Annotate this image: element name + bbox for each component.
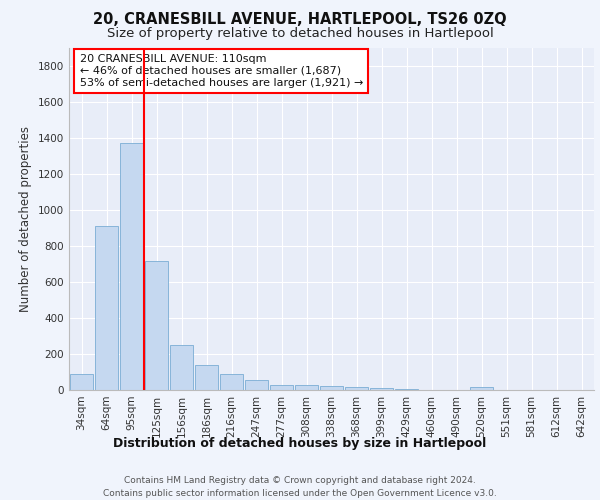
Text: Contains HM Land Registry data © Crown copyright and database right 2024.: Contains HM Land Registry data © Crown c… xyxy=(124,476,476,485)
Bar xyxy=(95,226,118,390)
Bar xyxy=(395,389,418,390)
Bar xyxy=(70,374,93,390)
Bar xyxy=(220,374,243,390)
Bar xyxy=(320,386,343,390)
Y-axis label: Number of detached properties: Number of detached properties xyxy=(19,126,32,312)
Text: Distribution of detached houses by size in Hartlepool: Distribution of detached houses by size … xyxy=(113,438,487,450)
Bar xyxy=(270,384,293,390)
Bar xyxy=(295,386,318,390)
Text: Contains public sector information licensed under the Open Government Licence v3: Contains public sector information licen… xyxy=(103,489,497,498)
Text: 20 CRANESBILL AVENUE: 110sqm
← 46% of detached houses are smaller (1,687)
53% of: 20 CRANESBILL AVENUE: 110sqm ← 46% of de… xyxy=(79,54,363,88)
Bar xyxy=(245,380,268,390)
Bar xyxy=(170,345,193,390)
Bar xyxy=(120,143,143,390)
Text: Size of property relative to detached houses in Hartlepool: Size of property relative to detached ho… xyxy=(107,28,493,40)
Bar xyxy=(470,388,493,390)
Bar xyxy=(195,365,218,390)
Bar xyxy=(145,261,168,390)
Text: 20, CRANESBILL AVENUE, HARTLEPOOL, TS26 0ZQ: 20, CRANESBILL AVENUE, HARTLEPOOL, TS26 … xyxy=(93,12,507,28)
Bar xyxy=(345,388,368,390)
Bar xyxy=(370,388,393,390)
